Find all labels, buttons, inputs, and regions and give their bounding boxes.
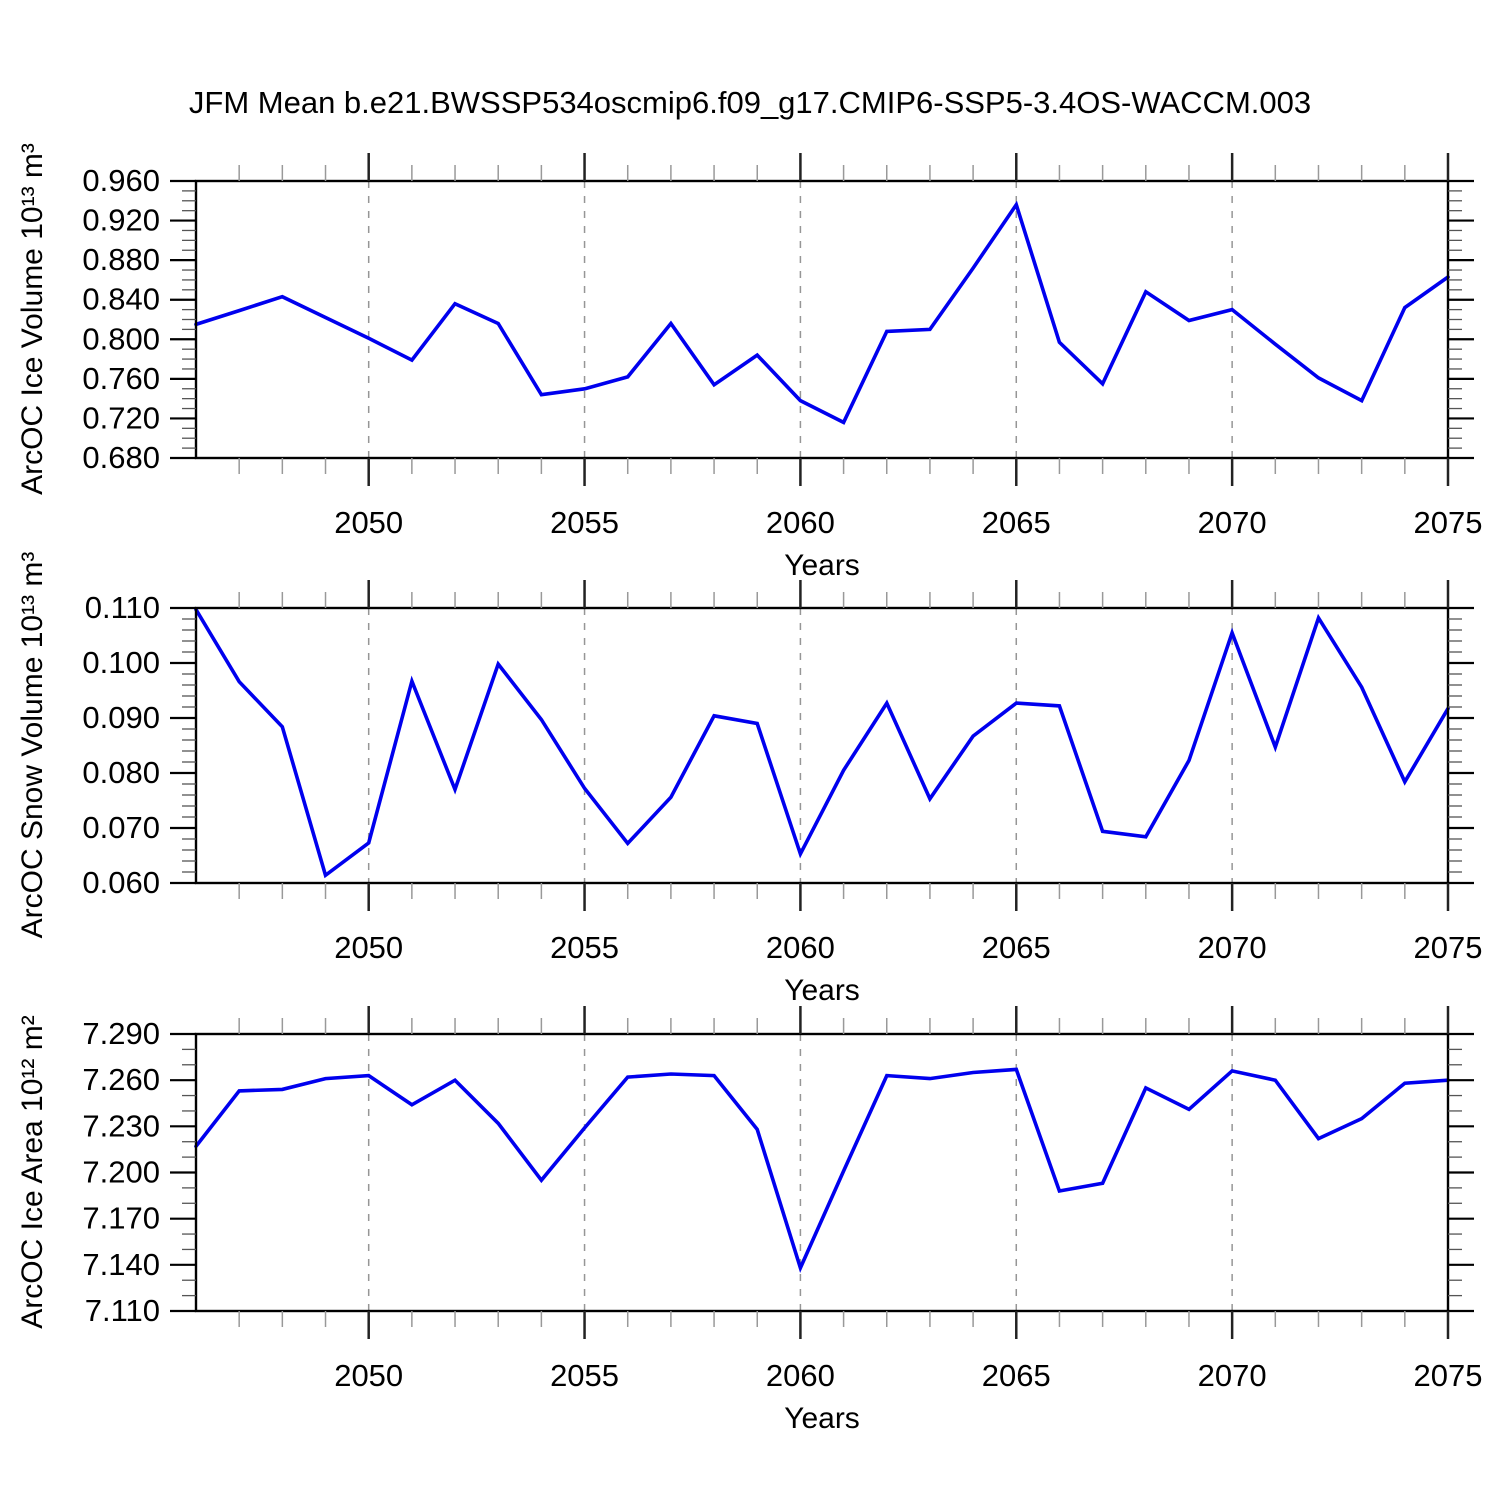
y-tick-label: 7.260 xyxy=(82,1062,160,1097)
y-tick-label: 0.800 xyxy=(82,321,160,356)
x-tick-label: 2070 xyxy=(1198,505,1267,540)
x-tick-label: 2070 xyxy=(1198,1358,1267,1393)
y-tick-label: 0.920 xyxy=(82,203,160,238)
x-tick-label: 2050 xyxy=(334,930,403,965)
arcoc-ice-area-line xyxy=(194,1067,1450,1273)
arcoc-snow-volume-line xyxy=(194,607,1450,879)
y-tick-label: 0.720 xyxy=(82,400,160,435)
x-tick-label: 2065 xyxy=(982,505,1051,540)
x-tick-label: 2060 xyxy=(766,505,835,540)
y-tick-label: 7.200 xyxy=(82,1155,160,1190)
chart-title: JFM Mean b.e21.BWSSP534oscmip6.f09_g17.C… xyxy=(188,85,1312,120)
y-tick-label: 0.110 xyxy=(85,590,160,625)
y-tick-label: 0.840 xyxy=(82,282,160,317)
y-tick-label: 0.070 xyxy=(82,810,160,845)
x-tick-label: 2075 xyxy=(1414,930,1483,965)
y-tick-label: 7.290 xyxy=(82,1016,160,1051)
y-tick-label: 7.110 xyxy=(85,1293,160,1328)
y-tick-label: 7.140 xyxy=(82,1247,160,1282)
x-tick-label: 2075 xyxy=(1414,505,1483,540)
y-tick-label: 0.760 xyxy=(82,361,160,396)
y-tick-label: 0.100 xyxy=(82,645,160,680)
y-tick-label: 0.880 xyxy=(82,242,160,277)
x-tick-label: 2050 xyxy=(334,1358,403,1393)
arcoc-ice-volume-frame xyxy=(194,179,1450,460)
x-tick-label: 2075 xyxy=(1414,1358,1483,1393)
x-tick-label: 2055 xyxy=(550,505,619,540)
x-tick-label: 2055 xyxy=(550,930,619,965)
y-tick-label: 0.090 xyxy=(82,700,160,735)
x-tick-label: 2055 xyxy=(550,1358,619,1393)
y-tick-label: 0.080 xyxy=(82,755,160,790)
x-tick-label: 2060 xyxy=(766,1358,835,1393)
arcoc-ice-volume-line xyxy=(194,200,1450,425)
x-tick-label: 2065 xyxy=(982,930,1051,965)
y-tick-label: 0.060 xyxy=(82,865,160,900)
y-tick-label: 7.230 xyxy=(82,1108,160,1143)
x-tick-label: 2050 xyxy=(334,505,403,540)
x-axis-label-panel1: Years xyxy=(784,549,860,582)
x-axis-label-panel3: Years xyxy=(784,1402,860,1435)
y-tick-label: 0.680 xyxy=(82,440,160,475)
x-tick-label: 2060 xyxy=(766,930,835,965)
y-tick-label: 7.170 xyxy=(82,1201,160,1236)
x-tick-label: 2065 xyxy=(982,1358,1051,1393)
arcoc-snow-volume-frame xyxy=(194,606,1450,885)
x-tick-label: 2070 xyxy=(1198,930,1267,965)
y-tick-label: 0.960 xyxy=(82,163,160,198)
x-axis-label-panel2: Years xyxy=(784,974,860,1007)
